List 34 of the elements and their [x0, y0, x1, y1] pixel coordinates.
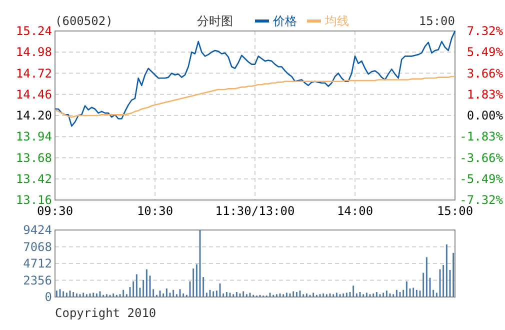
y2-tick-label: 7.32% [466, 24, 504, 38]
legend-label: 价格 [272, 14, 297, 28]
y-tick-label: 2356 [23, 273, 52, 288]
x-tick-label: 15:00 [436, 204, 474, 218]
y2-tick-label: -7.32% [460, 193, 504, 207]
y-tick-label: 14.98 [16, 45, 52, 60]
y-tick-label: 7068 [23, 240, 52, 254]
y2-tick-label: -1.83% [460, 130, 504, 144]
x-tick-label: 14:00 [336, 204, 374, 218]
y-tick-label: 13.68 [16, 150, 52, 165]
y-tick-label: 14.72 [16, 66, 52, 80]
y-tick-label: 14.20 [16, 108, 52, 122]
x-tick-label: 11:30/13:00 [215, 204, 295, 218]
y2-tick-label: 1.83% [466, 87, 504, 102]
y-tick-label: 14.46 [16, 87, 52, 102]
x-tick-label: 09:30 [36, 204, 74, 218]
y-tick-label: 13.94 [16, 130, 52, 144]
y2-tick-label: 3.66% [466, 66, 504, 80]
y-tick-label: 13.42 [16, 172, 52, 186]
y2-tick-label: -5.49% [460, 172, 504, 186]
x-tick-label: 10:30 [136, 204, 174, 218]
y-tick-label: 4712 [23, 256, 52, 270]
y2-tick-label: 5.49% [466, 45, 504, 60]
y2-tick-label: 0.00% [466, 108, 504, 122]
legend-label: 均线 [324, 14, 349, 28]
y2-tick-label: -3.66% [460, 150, 504, 165]
y-tick-label: 15.24 [16, 24, 52, 38]
text: 15:00 [418, 14, 455, 28]
text: Copyright 2010 [55, 306, 156, 320]
y-tick-label: 9424 [23, 223, 52, 237]
y-tick-label: 13.16 [16, 193, 52, 207]
y-tick-label: 0 [44, 290, 52, 304]
chart-subtitle: 分时图 [197, 14, 233, 28]
chart-title: (600502) [55, 14, 113, 28]
